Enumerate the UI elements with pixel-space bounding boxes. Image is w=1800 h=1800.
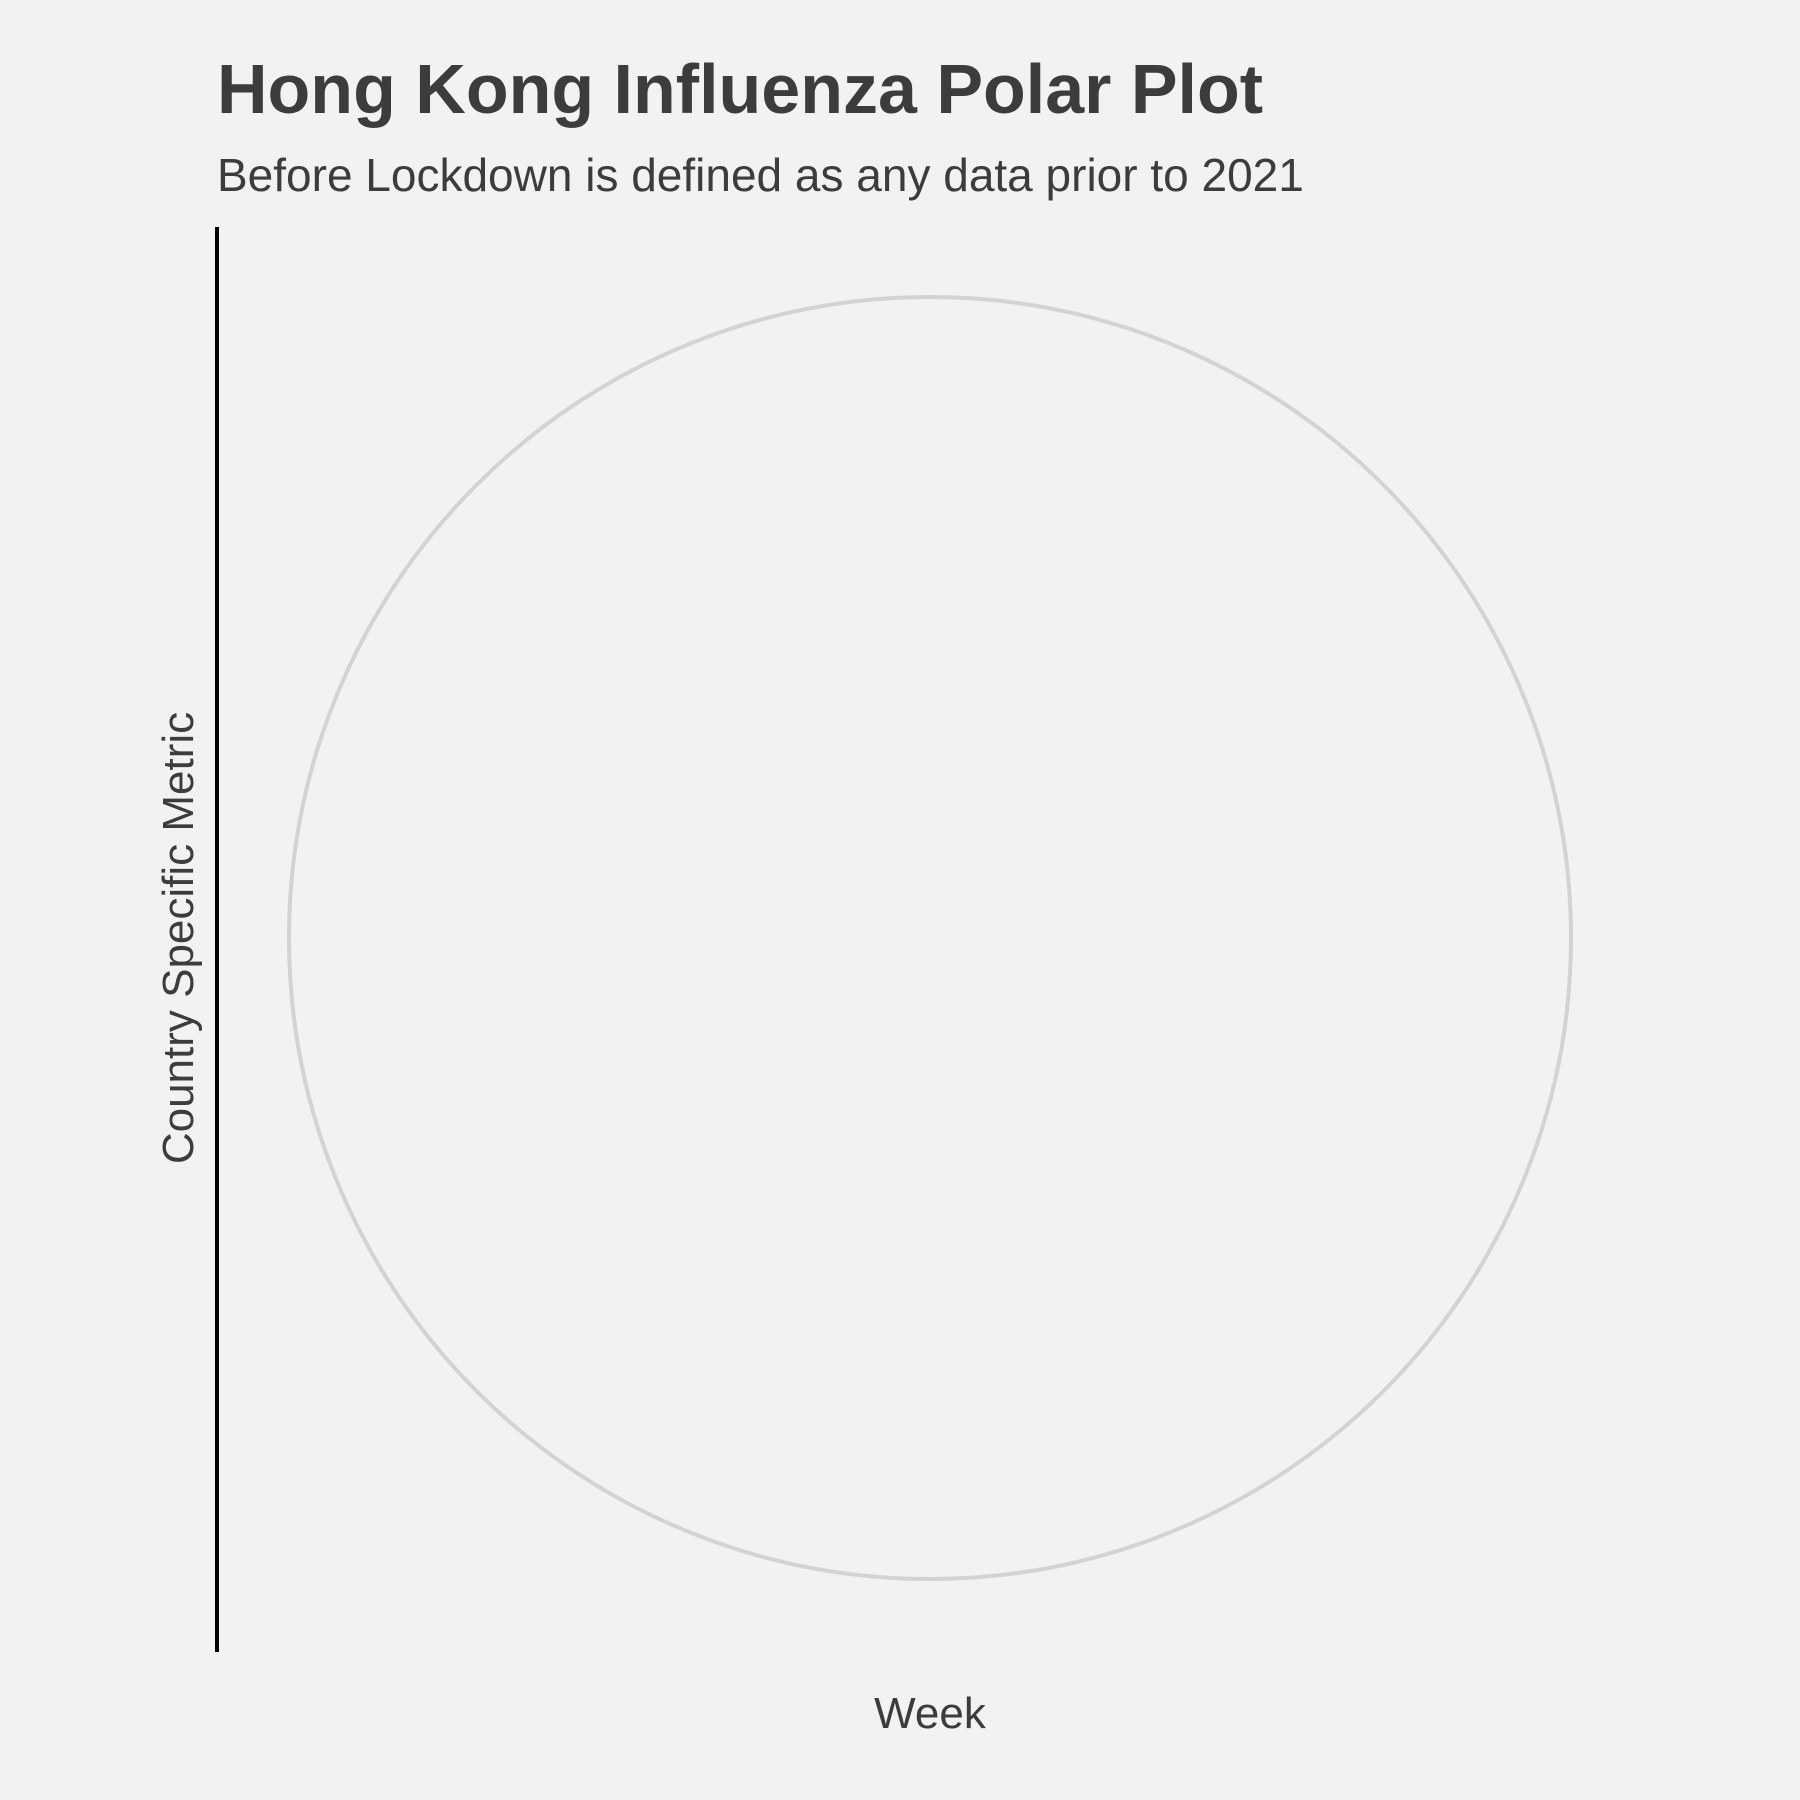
- x-axis-label: Week: [874, 1689, 987, 1738]
- chart-title: Hong Kong Influenza Polar Plot: [217, 50, 1263, 128]
- y-axis-label: Country Specific Metric: [154, 712, 203, 1164]
- chart-subtitle: Before Lockdown is defined as any data p…: [217, 149, 1304, 201]
- polar-grid-circle: [287, 295, 1573, 1581]
